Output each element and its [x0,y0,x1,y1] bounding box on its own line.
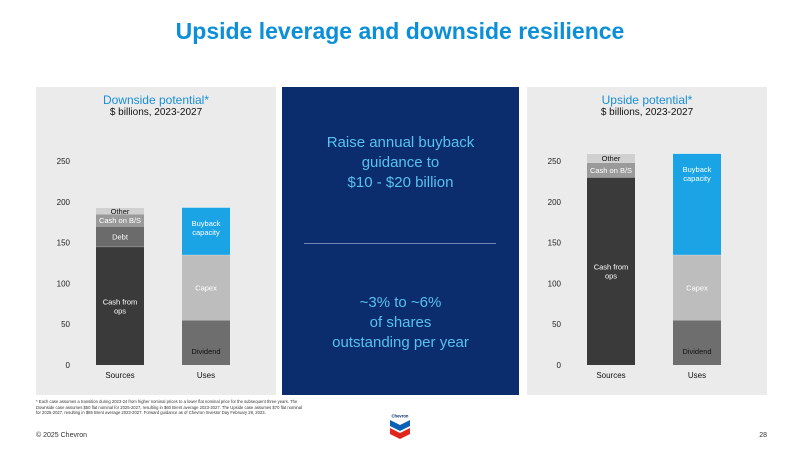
upside-ytick-0: 0 [557,361,562,370]
downside-ytick-250: 250 [57,157,71,166]
downside-label-cash-from-ops: Cash from ops [103,297,138,315]
upside-chart-title: Upside potential* [601,93,693,107]
upside-label-capex: Capex [686,283,708,292]
downside-label-other: Other [111,207,130,216]
share-reduction-text: ~3% to ~6% of shares outstanding per yea… [332,294,469,351]
copyright: © 2025 Chevron [36,432,88,439]
upside-ytick-50: 50 [552,320,561,329]
upside-bar-capex [673,254,721,321]
downside-ytick-100: 100 [57,279,71,288]
downside-ytick-50: 50 [61,320,70,329]
downside-chart-title: Downside potential* [102,93,210,107]
page-number: 28 [759,432,767,439]
downside-chart: 0 50 100 150 200 250 Sources Uses Cash from ops De… [57,157,230,380]
downside-bar-other [96,207,144,215]
downside-label-debt: Debt [112,232,129,241]
upside-bar-cash-on-b-s [587,162,635,178]
downside-category-sources: Sources [105,371,134,380]
downside-bar-debt [96,226,144,247]
upside-ytick-200: 200 [548,198,562,207]
upside-ytick-150: 150 [548,239,562,248]
downside-bar-cash-on-b-s [96,214,144,227]
downside-panel: Downside potential* $ billions, 2023-202… [36,87,276,395]
chevron-logo-icon: Chevron [390,414,410,439]
upside-category-uses: Uses [688,371,706,380]
upside-label-cash-on-b-s: Cash on B/S [590,166,632,175]
upside-bar-cash-from-ops [587,177,635,365]
downside-bar-buyback-capacity [182,207,230,255]
downside-label-capex: Capex [195,283,217,292]
downside-bar-dividend [182,320,230,365]
footnote: * Each case assumes a transition during … [36,399,302,416]
upside-panel: Upside potential* $ billions, 2023-2027 … [527,87,767,395]
upside-bar-other [587,153,635,163]
upside-label-other: Other [602,154,621,163]
upside-ytick-250: 250 [548,157,562,166]
downside-ytick-0: 0 [66,361,71,370]
downside-ytick-150: 150 [57,239,71,248]
downside-ytick-200: 200 [57,198,71,207]
downside-bar-cash-from-ops [96,246,144,365]
upside-chart: 0 50 100 150 200 250 Sources Uses Cash from ops Ca… [548,153,721,380]
downside-label-buyback-capacity: Buyback capacity [192,219,221,237]
downside-chart-subtitle: $ billions, 2023-2027 [109,107,203,118]
downside-label-cash-on-b-s: Cash on B/S [99,216,141,225]
downside-category-uses: Uses [197,371,215,380]
upside-label-dividend: Dividend [682,347,711,356]
downside-bar-capex [182,254,230,321]
center-divider [304,243,496,244]
chevron-logo-wordmark: Chevron [392,414,409,419]
buyback-guidance-text: Raise annual buyback guidance to $10 - $… [326,134,475,191]
downside-label-dividend: Dividend [191,347,220,356]
upside-category-sources: Sources [596,371,625,380]
upside-label-buyback-capacity: Buyback capacity [683,165,712,183]
buyback-guidance-panel: Raise annual buyback guidance to $10 - $… [282,87,519,395]
upside-label-cash-from-ops: Cash from ops [594,263,629,281]
page-title: Upside leverage and downside resilience [175,18,625,44]
upside-bar-dividend [673,320,721,365]
upside-bar-buyback-capacity [673,153,721,255]
upside-ytick-100: 100 [548,279,562,288]
upside-chart-subtitle: $ billions, 2023-2027 [600,107,694,118]
